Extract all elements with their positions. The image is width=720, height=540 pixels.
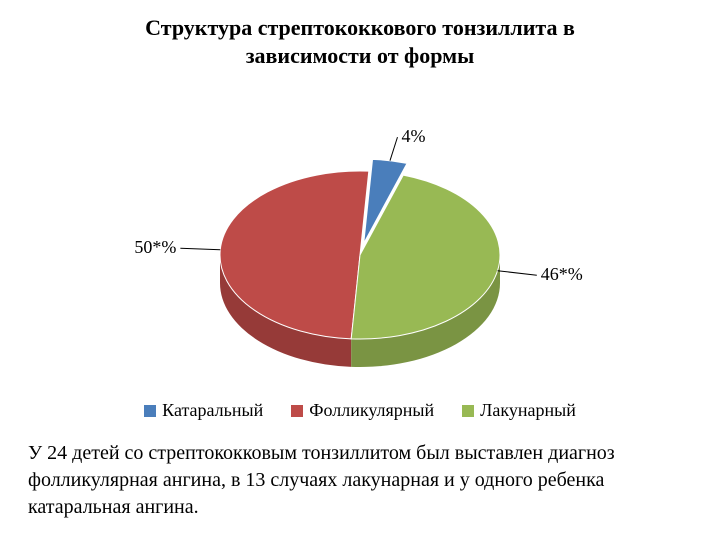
- legend-label: Фолликулярный: [309, 400, 434, 420]
- pie-chart: 4% 50*% 46*%: [0, 80, 720, 400]
- pie-slice-label: 46*%: [541, 264, 583, 284]
- chart-title: Структура стрептококкового тонзиллита в …: [0, 14, 720, 69]
- legend-item: Лакунарный: [462, 400, 576, 421]
- slide: Структура стрептококкового тонзиллита в …: [0, 0, 720, 540]
- chart-title-line1: Структура стрептококкового тонзиллита в: [145, 15, 575, 40]
- legend-swatch: [144, 405, 156, 417]
- legend-swatch: [462, 405, 474, 417]
- pie-slice-label: 50*%: [134, 237, 176, 257]
- pie-leader-line: [180, 248, 220, 250]
- legend-swatch: [291, 405, 303, 417]
- pie-leader-line: [498, 271, 537, 275]
- legend-item: Фолликулярный: [291, 400, 434, 421]
- legend-label: Катаральный: [162, 400, 263, 420]
- caption-text: У 24 детей со стрептококковым тонзиллито…: [28, 440, 692, 521]
- legend-label: Лакунарный: [480, 400, 576, 420]
- legend-item: Катаральный: [144, 400, 263, 421]
- pie-leader-line: [390, 137, 397, 161]
- legend: Катаральный Фолликулярный Лакунарный: [0, 400, 720, 421]
- pie-slice-label: 4%: [401, 126, 425, 146]
- chart-title-line2: зависимости от формы: [246, 43, 475, 68]
